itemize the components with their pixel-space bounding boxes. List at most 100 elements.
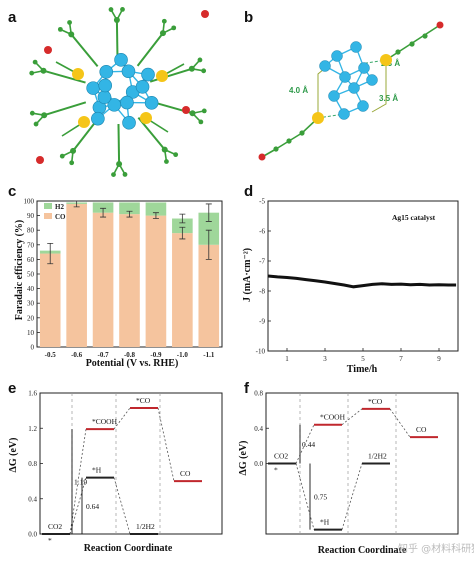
x-tick-label-d: 3: [323, 355, 327, 363]
xlabel-c: Potential (V vs. RHE): [86, 358, 179, 369]
bar-co: [198, 244, 220, 347]
y-tick-label-c: 70: [27, 241, 35, 249]
xlabel-d: Time/h: [347, 364, 378, 375]
y-tick-label-c: 30: [27, 300, 35, 308]
o-atom: [182, 106, 190, 114]
x-tick-label-d: 7: [399, 355, 403, 363]
plot-frame: [39, 392, 223, 535]
ag-atom: [99, 65, 114, 79]
carbon-atom: [161, 18, 167, 24]
o-atom: [36, 156, 44, 164]
energy-diagram-f: ΔG (eV) Reaction Coordinate 0.0 0.4 0.8 CO2…: [238, 390, 459, 556]
y-tick-label-d: -5: [259, 198, 265, 206]
series-line-d: [267, 274, 457, 289]
error-bar-h2: [179, 213, 186, 224]
x-tick-label-c: -0.9: [150, 351, 162, 359]
bar-co: [92, 212, 114, 347]
ag-atom: [121, 64, 136, 79]
y-tick-label: 0.4: [28, 495, 37, 503]
bar-h2: [198, 212, 220, 245]
carbon-atom: [69, 160, 75, 166]
x-tick-label-c: -0.8: [124, 351, 136, 359]
carbon-atom: [29, 70, 35, 76]
connector: [295, 424, 315, 464]
bar-h2: [145, 202, 167, 216]
step-label: *CO: [368, 397, 383, 406]
x-tick-label-c: -1.0: [177, 351, 189, 359]
panel-label-c: c: [8, 183, 16, 200]
carbon-atom: [33, 121, 39, 127]
carbon-atom: [273, 146, 279, 152]
contact-line: [371, 60, 387, 113]
connector: [69, 477, 87, 535]
y-tick-label: 0.4: [254, 425, 263, 433]
error-bar-co: [205, 229, 212, 260]
y-tick-label-d: -7: [259, 258, 265, 266]
x-tick-label-c: -0.6: [71, 351, 83, 359]
stability-chart: J (mA·cm⁻²) Time/h Ag15 catalyst -5 -6 -7 -…: [242, 198, 459, 375]
carbon-atom: [201, 68, 207, 74]
watermark: 知乎 @材料科研狗: [398, 542, 474, 555]
legend-swatch-co: [44, 213, 52, 219]
ylabel-f: ΔG (eV): [238, 441, 249, 476]
error-bar-h2: [205, 203, 212, 222]
o-atom: [258, 153, 266, 161]
error-bar-co: [73, 200, 80, 208]
connector: [341, 463, 363, 530]
ag-atom: [107, 98, 122, 112]
carbon-atom: [108, 7, 114, 12]
o-atom: [436, 21, 444, 29]
s-atom: [380, 54, 392, 66]
legend-swatch-h2: [44, 203, 52, 209]
bar-co: [66, 203, 87, 347]
ligand-bond: [136, 32, 164, 67]
y-tick-label-c: 60: [27, 256, 35, 264]
distance-label-1: 4.0 Å: [289, 86, 308, 95]
carbon-atom: [299, 130, 305, 136]
step-label: 1/2H2: [368, 452, 387, 461]
error-bar-co: [100, 207, 107, 218]
carbon-atom: [171, 25, 177, 31]
ligand-bond: [43, 69, 86, 84]
panel-label-a: a: [8, 9, 17, 26]
carbon-atom: [161, 146, 168, 153]
connector: [389, 408, 411, 438]
carbon-atom: [57, 26, 63, 32]
error-bar-co: [152, 212, 159, 219]
error-bar-co: [47, 242, 54, 265]
carbon-atom: [395, 49, 401, 55]
y-tick-label: 0.0: [254, 460, 263, 468]
y-tick-label-c: 0: [31, 344, 35, 352]
ag-atom: [86, 81, 100, 95]
bar-co: [39, 253, 61, 347]
ag-atom: [338, 108, 350, 120]
y-tick-label: 0.8: [28, 460, 37, 468]
step-label: *H: [92, 466, 102, 475]
step-label: CO2: [274, 452, 288, 461]
ag-atom: [122, 115, 136, 130]
bar-h2: [172, 218, 193, 234]
x-tick-label-d: 9: [437, 355, 441, 363]
y-tick-label-c: 100: [24, 198, 35, 206]
carbon-atom: [422, 33, 428, 39]
ag-atom: [357, 100, 369, 112]
bar-co: [172, 233, 193, 347]
ylabel-d: J (mA·cm⁻²): [242, 248, 253, 302]
carbon-atom: [120, 6, 125, 12]
xlabel-f: Reaction Coordinate: [318, 545, 407, 556]
carbon-atom: [164, 159, 169, 164]
ag-atom: [348, 82, 360, 94]
carbon-atom: [70, 147, 77, 154]
core-structure-b: 4.0 Å 2.3 Å 3.5 Å: [258, 21, 444, 161]
panel-label-e: e: [8, 380, 16, 397]
step-label: *COOH: [92, 417, 118, 426]
s-atom: [156, 70, 168, 82]
ligand-bond: [43, 101, 87, 117]
connector: [113, 477, 131, 535]
y-tick-label-c: 90: [27, 212, 35, 220]
panel-label-d: d: [244, 183, 253, 200]
panel-label-b: b: [244, 9, 253, 26]
carbon-atom: [189, 110, 196, 117]
carbon-atom: [159, 30, 166, 37]
